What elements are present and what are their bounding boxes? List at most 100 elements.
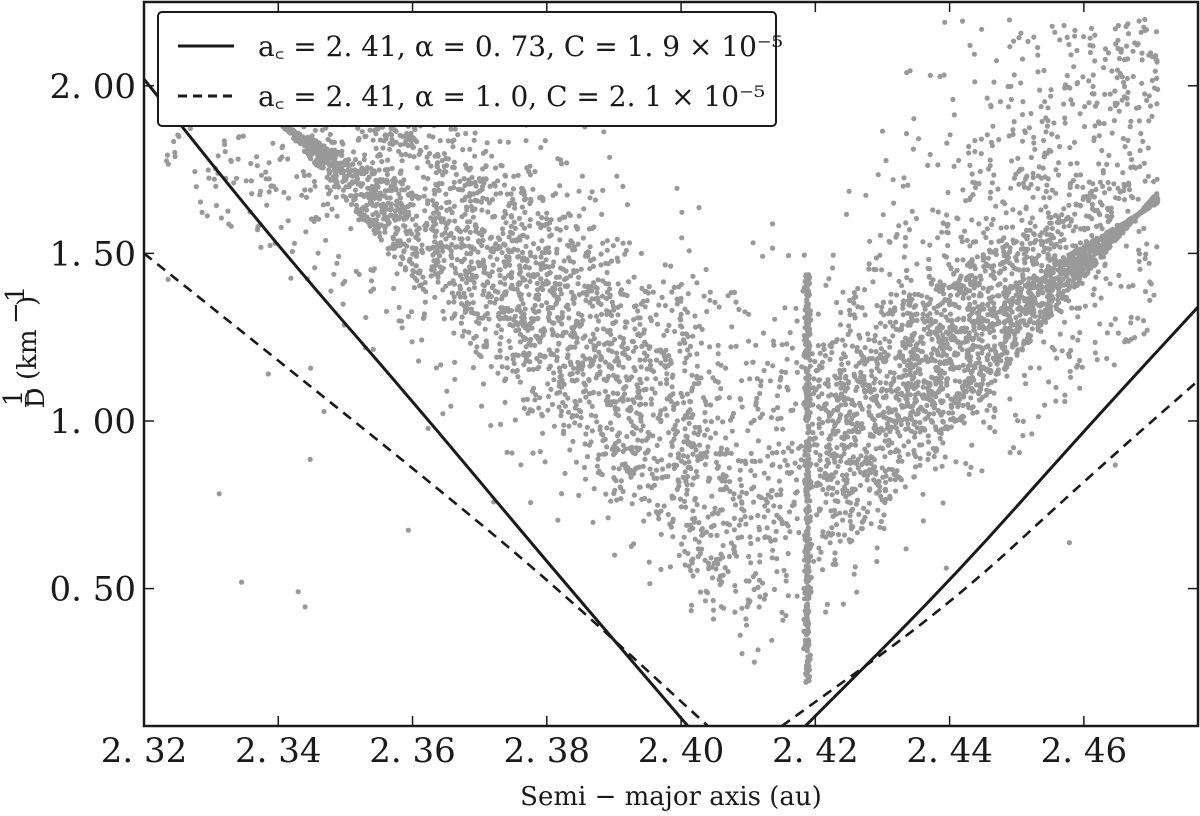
data-point: [323, 159, 329, 165]
data-point: [883, 473, 889, 479]
data-point: [1030, 170, 1036, 176]
data-point: [929, 419, 936, 425]
data-point: [385, 251, 392, 257]
data-point: [1041, 154, 1047, 160]
data-point: [1118, 283, 1124, 289]
data-point: [516, 215, 523, 221]
data-point: [398, 152, 405, 158]
data-point: [249, 191, 255, 197]
data-point: [947, 346, 953, 352]
data-point: [772, 537, 778, 543]
data-point: [920, 384, 926, 390]
data-point: [837, 538, 843, 544]
data-point: [828, 532, 834, 538]
data-point: [586, 399, 592, 405]
data-point: [980, 285, 986, 291]
data-point: [1071, 64, 1077, 70]
data-point: [376, 230, 382, 236]
data-point: [497, 348, 503, 354]
data-point: [1112, 88, 1118, 94]
data-point: [902, 243, 908, 249]
data-point: [786, 509, 793, 515]
data-point: [648, 317, 655, 324]
data-point: [682, 469, 688, 475]
data-point: [517, 339, 524, 345]
data-point: [877, 252, 883, 258]
data-point: [526, 366, 532, 373]
data-point: [817, 457, 823, 463]
data-point: [785, 445, 792, 451]
data-point: [701, 504, 708, 510]
data-point: [900, 312, 906, 318]
data-point: [845, 360, 851, 366]
data-point: [422, 299, 428, 305]
data-point: [467, 190, 473, 197]
data-point: [945, 243, 951, 249]
data-point: [1008, 185, 1014, 191]
data-point: [254, 154, 260, 160]
data-point: [1081, 124, 1088, 130]
data-point: [669, 439, 675, 445]
data-point: [1048, 220, 1054, 226]
data-point: [546, 226, 552, 232]
data-point: [594, 463, 601, 469]
data-point: [862, 287, 868, 293]
data-point: [650, 412, 656, 418]
data-point: [506, 338, 512, 344]
data-point: [571, 269, 577, 275]
data-point: [653, 467, 660, 473]
data-point: [957, 276, 963, 282]
data-point: [550, 332, 556, 338]
data-point: [890, 333, 896, 339]
data-point: [784, 356, 790, 362]
data-point: [639, 343, 645, 349]
data-point: [1105, 50, 1111, 56]
data-point: [435, 274, 441, 280]
data-point: [994, 353, 1000, 360]
data-point: [960, 295, 966, 301]
data-point: [526, 292, 532, 298]
data-point: [892, 449, 898, 455]
data-point: [1069, 305, 1075, 311]
data-point: [684, 522, 690, 528]
data-point: [1139, 50, 1145, 56]
data-point: [877, 340, 883, 346]
data-point: [466, 243, 472, 249]
data-point: [672, 431, 679, 437]
data-point: [300, 169, 306, 175]
data-point: [944, 341, 950, 347]
data-point: [435, 279, 441, 285]
data-point: [925, 439, 932, 445]
data-point: [596, 349, 602, 355]
data-point: [301, 173, 308, 179]
data-point: [871, 386, 877, 393]
data-point: [329, 206, 335, 212]
data-point: [943, 336, 949, 342]
data-point: [832, 550, 838, 556]
data-point: [988, 189, 994, 195]
data-point: [811, 442, 818, 448]
data-point: [954, 257, 960, 263]
data-point: [595, 295, 601, 301]
data-point: [397, 195, 404, 201]
data-point: [783, 613, 789, 619]
data-point: [1079, 364, 1085, 370]
data-point: [692, 497, 698, 503]
data-point: [617, 484, 623, 490]
data-point: [861, 377, 867, 383]
data-point: [970, 410, 976, 416]
data-point: [523, 196, 529, 202]
data-point: [1102, 190, 1108, 196]
data-point: [612, 552, 618, 558]
data-point: [967, 243, 973, 249]
data-point: [996, 137, 1002, 143]
data-point: [847, 467, 853, 473]
data-point: [387, 146, 393, 152]
data-point: [412, 127, 418, 133]
data-point: [466, 264, 473, 270]
data-point: [1140, 318, 1147, 324]
data-point: [589, 189, 595, 195]
data-point: [997, 281, 1003, 287]
data-point: [717, 582, 723, 588]
data-point: [554, 347, 560, 354]
